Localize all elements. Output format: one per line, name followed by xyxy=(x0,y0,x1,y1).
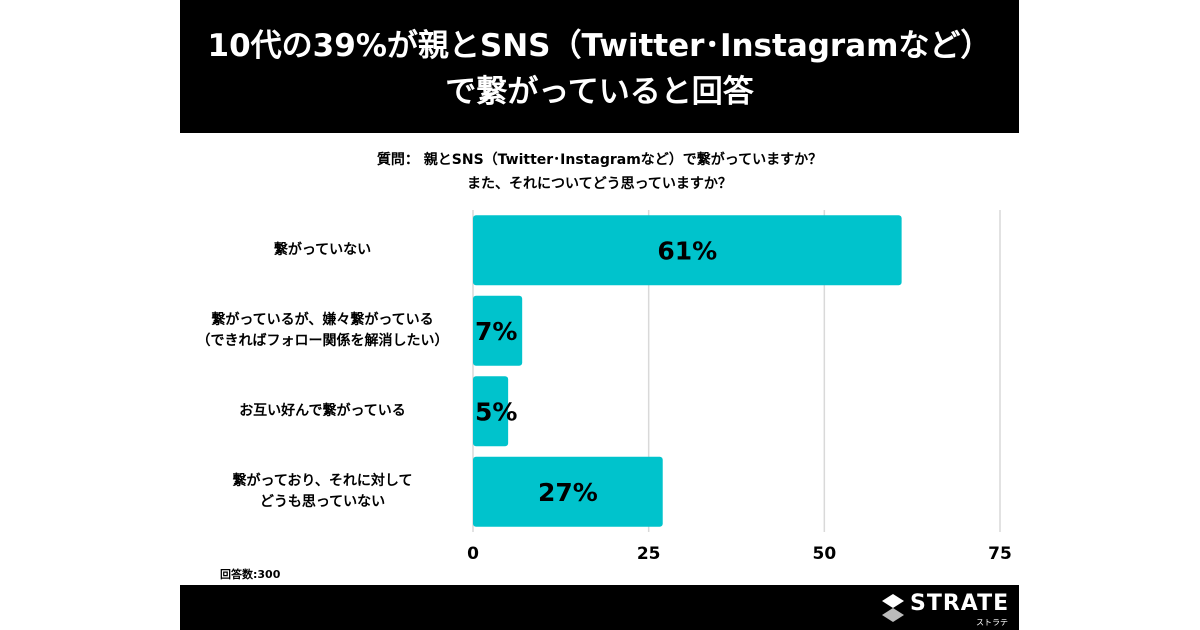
bar-data-label: 5% xyxy=(475,397,517,426)
strate-logo-icon xyxy=(882,594,904,622)
bar-3 xyxy=(473,456,663,527)
category-label-line: 繋がっており、それに対して xyxy=(232,472,413,489)
category-label: 繋がっているが、嫌々繋がっている （できればフォロー関係を解消したい） xyxy=(180,310,465,352)
bar-chart: 0 25 50 75 61% 7% 5% 27% xyxy=(467,210,1012,564)
logo-subtext: ストラテ xyxy=(976,618,1008,627)
strate-logo: STRATE ストラテ xyxy=(878,591,1008,627)
logo-text: STRATE xyxy=(910,591,1010,616)
bar-2 xyxy=(473,376,509,447)
footer-bar: STRATE ストラテ xyxy=(180,585,1019,630)
chart-title-line-2: で繋がっていると回答 xyxy=(445,74,754,110)
x-tick-label: 50 xyxy=(812,544,836,564)
chart-title-line-1: 10代の39%が親とSNS（Twitter･Instagramなど） xyxy=(207,28,992,64)
x-tick-label: 25 xyxy=(637,544,661,564)
title-bar: 10代の39%が親とSNS（Twitter･Instagramなど） で繋がって… xyxy=(180,0,1019,133)
respondent-count: 回答数:300 xyxy=(220,568,281,581)
category-label-line: お互い好んで繋がっている xyxy=(239,402,406,419)
bar-0 xyxy=(473,215,902,286)
category-label-line: 繋がっているが、嫌々繋がっている xyxy=(211,311,434,328)
bar-data-label: 27% xyxy=(538,478,598,507)
bar-data-label: 7% xyxy=(475,317,517,346)
category-label: お互い好んで繋がっている xyxy=(180,401,465,422)
chart-panel: 10代の39%が親とSNS（Twitter･Instagramなど） で繋がって… xyxy=(180,0,1019,630)
question-line-1: 質問： 親とSNS（Twitter･Instagramなど）で繋がっていますか？ xyxy=(376,152,823,168)
bar-1 xyxy=(473,295,523,366)
category-label: 繋がっており、それに対して どうも思っていない xyxy=(180,471,465,513)
category-label-line: どうも思っていない xyxy=(259,493,386,510)
x-tick-label: 0 xyxy=(467,544,479,564)
x-tick-label: 75 xyxy=(988,544,1012,564)
category-label-line: 繋がっていない xyxy=(273,241,372,258)
question-line-2: また、それについてどう思っていますか？ xyxy=(467,176,732,192)
bar-data-label: 61% xyxy=(657,236,717,265)
category-label-line: （できればフォロー関係を解消したい） xyxy=(196,332,449,349)
category-label: 繋がっていない xyxy=(180,240,465,261)
